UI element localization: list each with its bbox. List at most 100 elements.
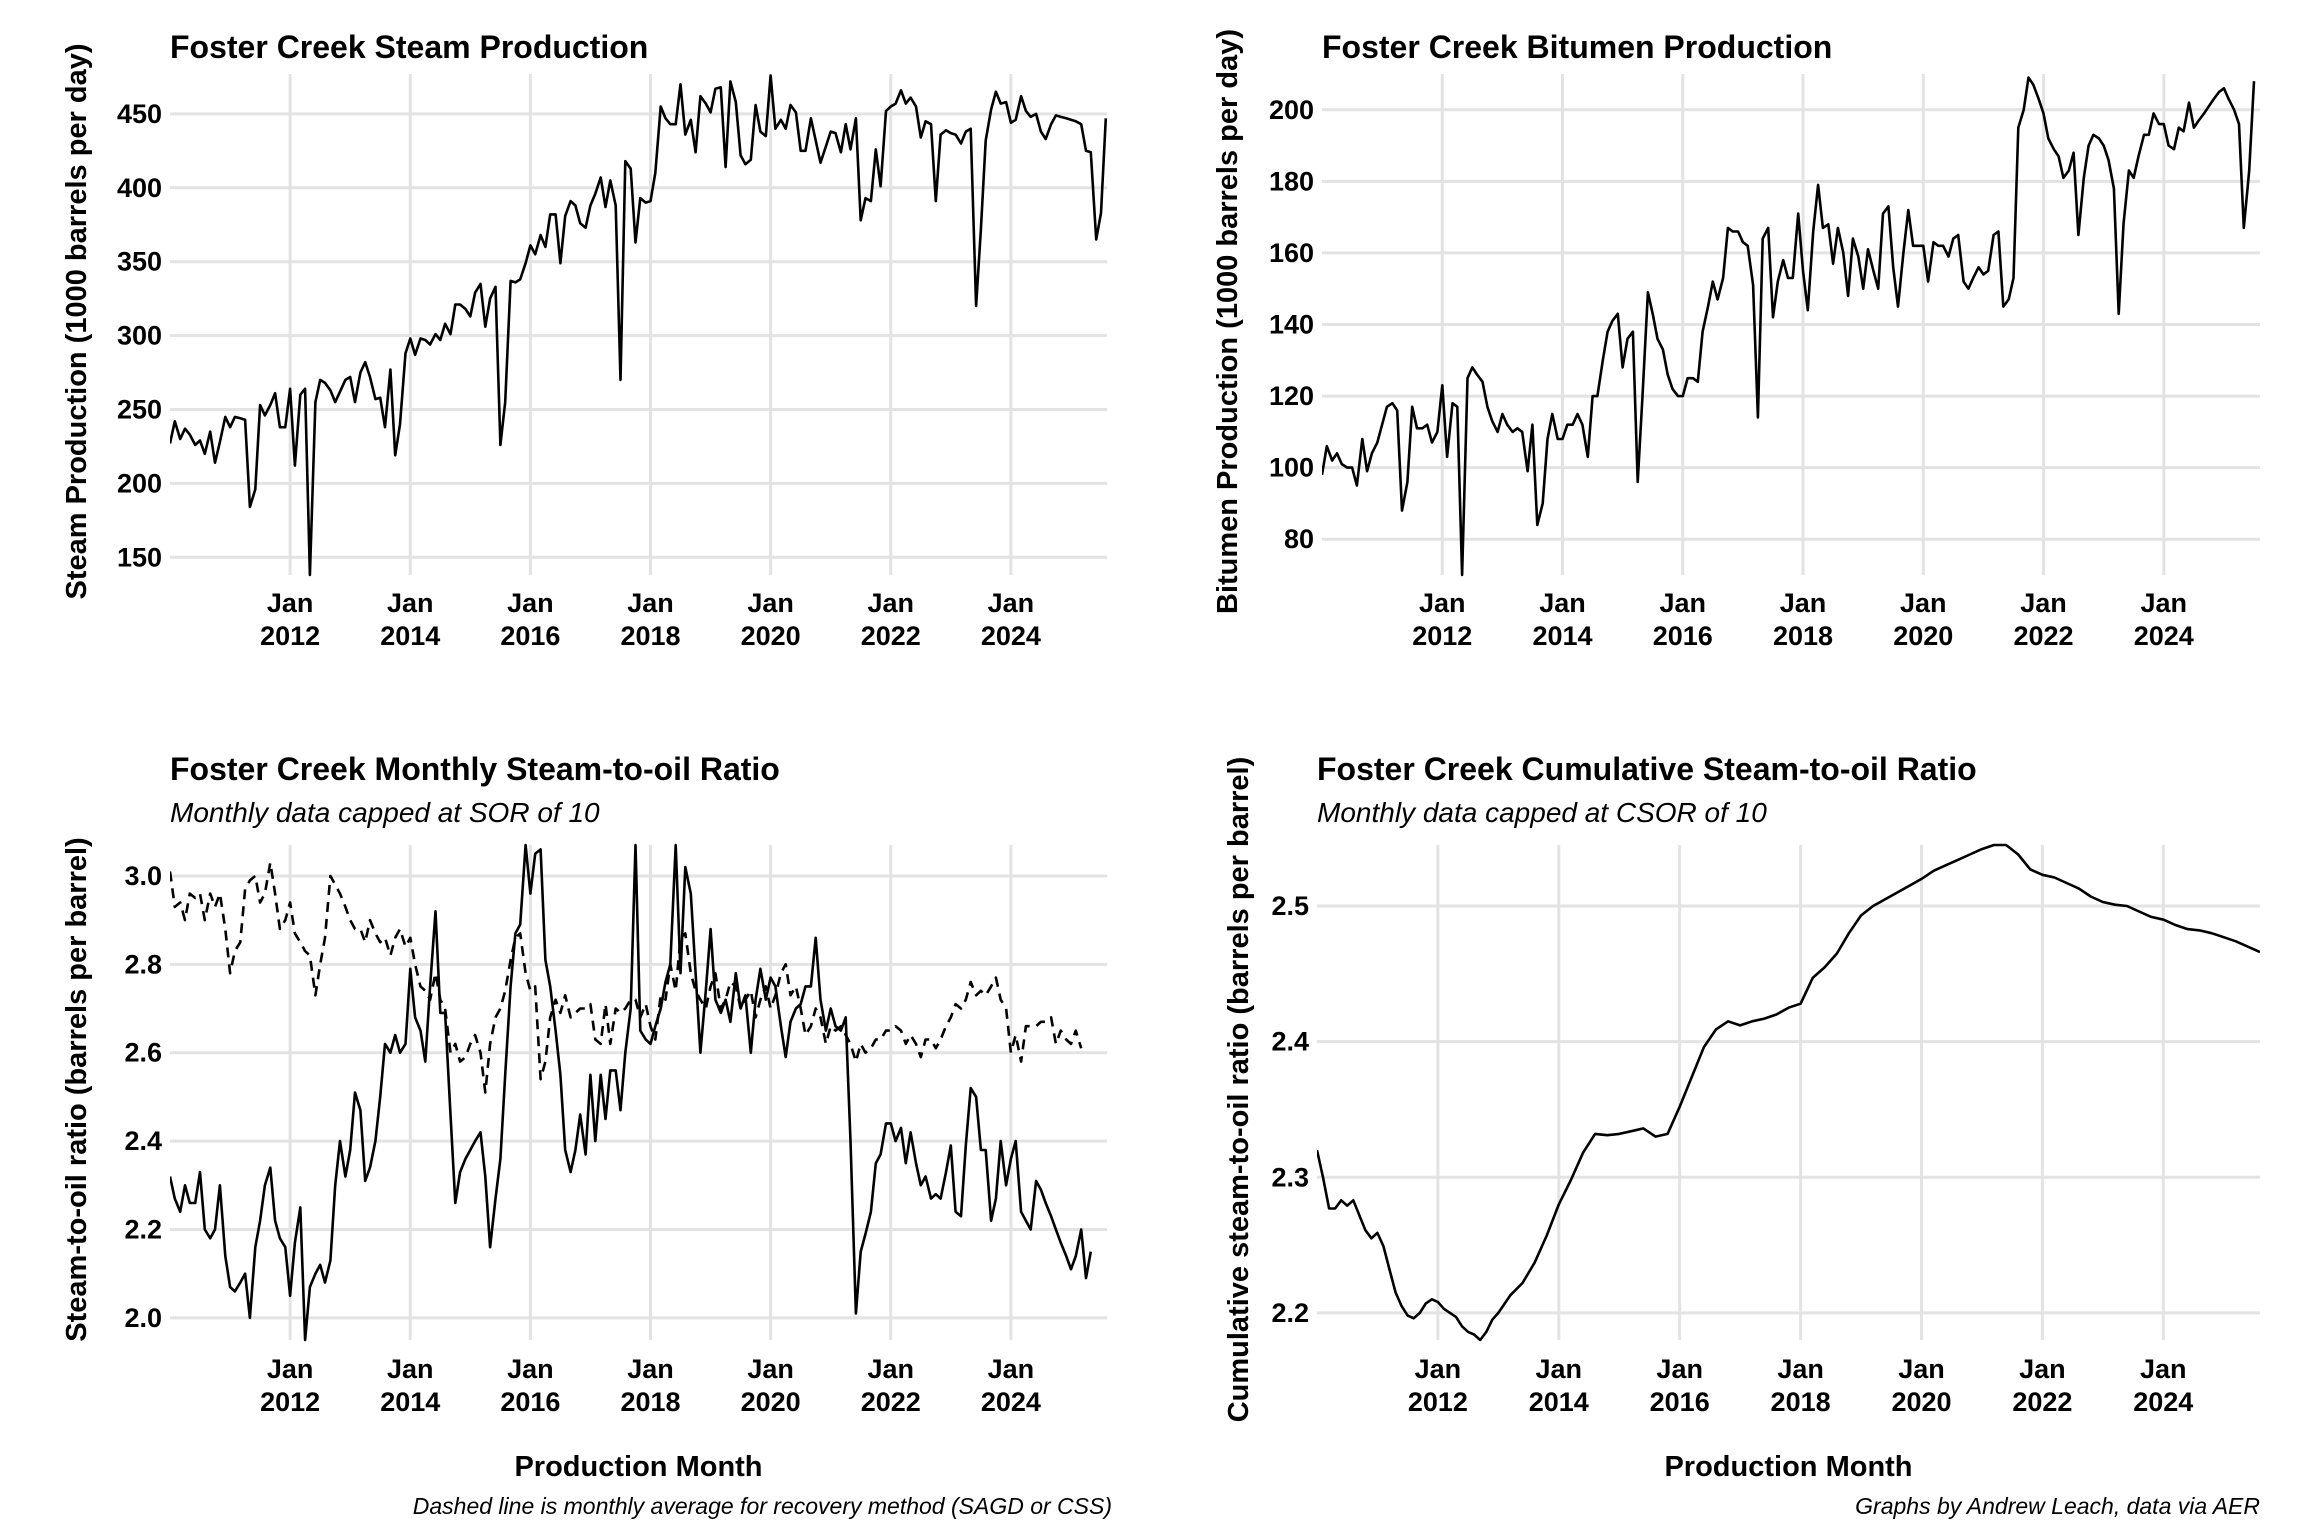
- chart-bitumen-ytick-label-0: 80: [1284, 524, 1314, 554]
- chart-bitumen-xtick-year-0: 2012: [1412, 621, 1472, 651]
- chart-sor-ylabel: Steam-to-oil ratio (barrels per barrel): [61, 837, 93, 1341]
- chart-sor-ytick-label-3: 2.6: [124, 1038, 162, 1068]
- chart-steam-xtick-year-5: 2022: [861, 621, 921, 651]
- chart-bitumen-xtick-month-0: Jan: [1419, 588, 1466, 618]
- chart-csor-ytick-label-2: 2.4: [1271, 1027, 1309, 1057]
- chart-bitumen-ytick-label-3: 140: [1269, 310, 1314, 340]
- chart-sor-xtick-month-2: Jan: [507, 1354, 554, 1384]
- chart-sor-xtick-year-6: 2024: [981, 1387, 1041, 1417]
- chart-csor-ytick-label-1: 2.3: [1271, 1162, 1309, 1192]
- chart-sor-caption: Dashed line is monthly average for recov…: [413, 1493, 1112, 1519]
- chart-csor-xtick-year-0: 2012: [1408, 1387, 1468, 1417]
- chart-sor-xtick-year-2: 2016: [500, 1387, 560, 1417]
- chart-bitumen-xtick-month-2: Jan: [1660, 588, 1707, 618]
- chart-sor-xtick-month-4: Jan: [747, 1354, 794, 1384]
- chart-steam-xtick-month-1: Jan: [387, 588, 434, 618]
- chart-sor-xtick-month-0: Jan: [267, 1354, 314, 1384]
- chart-bitumen-ytick-label-6: 200: [1269, 95, 1314, 125]
- chart-bitumen-xtick-year-1: 2014: [1532, 621, 1592, 651]
- chart-steam-xtick-month-6: Jan: [988, 588, 1035, 618]
- chart-sor-xtick-month-5: Jan: [868, 1354, 915, 1384]
- chart-sor-xtick-month-6: Jan: [988, 1354, 1035, 1384]
- chart-bitumen-xtick-year-3: 2018: [1773, 621, 1833, 651]
- chart-steam-ytick-label-1: 200: [117, 468, 162, 498]
- chart-bitumen-ytick-label-5: 180: [1269, 166, 1314, 196]
- chart-csor-xtick-month-3: Jan: [1777, 1354, 1824, 1384]
- chart-bitumen-series-line: [1322, 76, 2256, 577]
- chart-bitumen-title: Foster Creek Bitumen Production: [1322, 29, 1832, 65]
- chart-bitumen-ytick-label-4: 160: [1269, 238, 1314, 268]
- chart-steam-title: Foster Creek Steam Production: [170, 29, 648, 65]
- chart-sor-ytick-label-1: 2.2: [124, 1215, 162, 1245]
- chart-bitumen-xtick-month-4: Jan: [1900, 588, 1947, 618]
- chart-csor-xtick-month-0: Jan: [1415, 1354, 1462, 1384]
- chart-csor-xtick-month-6: Jan: [2140, 1354, 2187, 1384]
- chart-csor-xtick-month-2: Jan: [1656, 1354, 1703, 1384]
- chart-sor-xtick-year-5: 2022: [861, 1387, 921, 1417]
- chart-csor-xtick-month-4: Jan: [1898, 1354, 1945, 1384]
- chart-steam-ytick-label-6: 450: [117, 99, 162, 129]
- chart-csor-series-line: [1317, 843, 2260, 1342]
- chart-steam-xtick-year-1: 2014: [380, 621, 440, 651]
- chart-sor-xtick-year-4: 2020: [741, 1387, 801, 1417]
- chart-sor-series-line: [170, 843, 1093, 1342]
- chart-csor-xtick-year-4: 2020: [1891, 1387, 1951, 1417]
- chart-bitumen-xtick-year-4: 2020: [1893, 621, 1953, 651]
- chart-sor-xtick-year-3: 2018: [620, 1387, 680, 1417]
- chart-bitumen-ytick-label-2: 120: [1269, 381, 1314, 411]
- chart-sor-ytick-label-5: 3.0: [124, 861, 162, 891]
- chart-csor-xtick-year-1: 2014: [1529, 1387, 1589, 1417]
- chart-steam-xtick-year-3: 2018: [620, 621, 680, 651]
- chart-csor-xtick-year-5: 2022: [2012, 1387, 2072, 1417]
- chart-steam-xtick-year-0: 2012: [260, 621, 320, 651]
- chart-csor-xtick-year-6: 2024: [2133, 1387, 2193, 1417]
- chart-bitumen-xtick-month-6: Jan: [2141, 588, 2188, 618]
- chart-sor-xtick-year-1: 2014: [380, 1387, 440, 1417]
- chart-sor-xlabel: Production Month: [514, 1451, 762, 1483]
- chart-csor-ytick-label-3: 2.5: [1271, 891, 1309, 921]
- chart-steam-ytick-label-3: 300: [117, 321, 162, 351]
- chart-steam-xtick-month-2: Jan: [507, 588, 554, 618]
- chart-steam-xtick-month-3: Jan: [627, 588, 674, 618]
- chart-csor-xtick-year-2: 2016: [1650, 1387, 1710, 1417]
- chart-csor-subtitle: Monthly data capped at CSOR of 10: [1317, 797, 1767, 828]
- chart-steam-series-line: [170, 74, 1107, 577]
- chart-sor-ytick-label-2: 2.4: [124, 1126, 162, 1156]
- chart-sor-xtick-month-1: Jan: [387, 1354, 434, 1384]
- chart-csor-xtick-year-3: 2018: [1771, 1387, 1831, 1417]
- chart-steam-xtick-month-0: Jan: [267, 588, 314, 618]
- chart-csor-ylabel: Cumulative steam-to-oil ratio (barrels p…: [1223, 757, 1255, 1423]
- chart-csor-xtick-month-1: Jan: [1536, 1354, 1583, 1384]
- chart-steam-ytick-label-0: 150: [117, 542, 162, 572]
- chart-steam-xtick-year-6: 2024: [981, 621, 1041, 651]
- chart-steam-ylabel: Steam Production (1000 barrels per day): [61, 43, 93, 599]
- chart-csor-title: Foster Creek Cumulative Steam-to-oil Rat…: [1317, 751, 1977, 787]
- chart-steam-xtick-year-2: 2016: [500, 621, 560, 651]
- chart-bitumen-xtick-month-3: Jan: [1780, 588, 1827, 618]
- chart-steam-ytick-label-4: 350: [117, 247, 162, 277]
- chart-bitumen-xtick-month-5: Jan: [2020, 588, 2067, 618]
- chart-csor-xtick-month-5: Jan: [2019, 1354, 2066, 1384]
- chart-sor-ytick-label-0: 2.0: [124, 1303, 162, 1333]
- chart-steam-ytick-label-2: 250: [117, 394, 162, 424]
- chart-bitumen-xtick-year-5: 2022: [2013, 621, 2073, 651]
- chart-sor-xtick-month-3: Jan: [627, 1354, 674, 1384]
- chart-steam-xtick-year-4: 2020: [741, 621, 801, 651]
- chart-sor-title: Foster Creek Monthly Steam-to-oil Ratio: [170, 751, 780, 787]
- chart-steam-ytick-label-5: 400: [117, 173, 162, 203]
- chart-sor-ytick-label-4: 2.8: [124, 949, 162, 979]
- chart-bitumen-xtick-month-1: Jan: [1539, 588, 1586, 618]
- chart-bitumen-xtick-year-2: 2016: [1653, 621, 1713, 651]
- chart-sor-series-dashed-line: [170, 861, 1083, 1094]
- chart-bitumen-ytick-label-1: 100: [1269, 453, 1314, 483]
- chart-csor-xlabel: Production Month: [1664, 1451, 1912, 1483]
- chart-csor-ytick-label-0: 2.2: [1271, 1298, 1309, 1328]
- chart-steam-xtick-month-4: Jan: [747, 588, 794, 618]
- chart-sor-subtitle: Monthly data capped at SOR of 10: [170, 797, 600, 828]
- chart-csor-caption: Graphs by Andrew Leach, data via AER: [1855, 1493, 2260, 1519]
- chart-bitumen-xtick-year-6: 2024: [2134, 621, 2194, 651]
- chart-bitumen-ylabel: Bitumen Production (1000 barrels per day…: [1212, 29, 1244, 614]
- chart-sor-xtick-year-0: 2012: [260, 1387, 320, 1417]
- chart-steam-xtick-month-5: Jan: [868, 588, 915, 618]
